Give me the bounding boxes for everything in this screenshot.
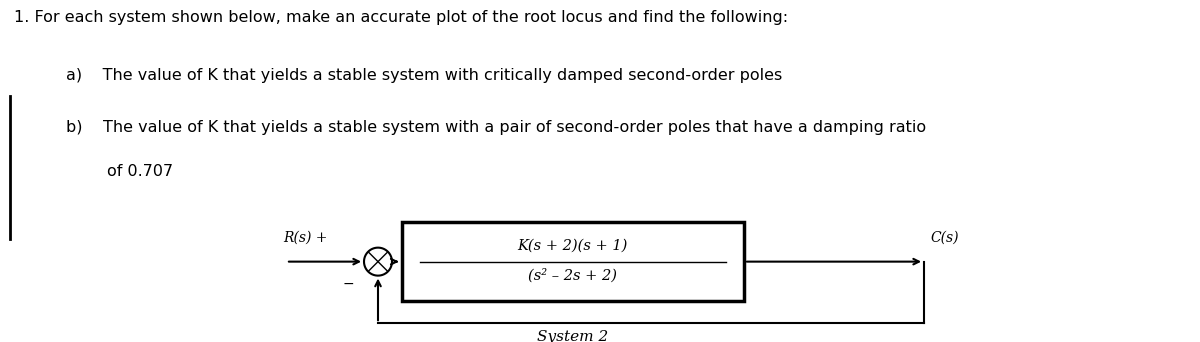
Text: b)    The value of K that yields a stable system with a pair of second-order pol: b) The value of K that yields a stable s… (66, 120, 926, 135)
Text: 1. For each system shown below, make an accurate plot of the root locus and find: 1. For each system shown below, make an … (14, 10, 788, 25)
Text: of 0.707: of 0.707 (66, 164, 173, 179)
Text: R(s) +: R(s) + (283, 230, 328, 244)
Text: −: − (343, 277, 354, 291)
Text: (s² – 2s + 2): (s² – 2s + 2) (528, 268, 617, 283)
Text: C(s): C(s) (930, 230, 959, 244)
Text: a)    The value of K that yields a stable system with critically damped second-o: a) The value of K that yields a stable s… (66, 68, 782, 83)
Bar (402, 222, 744, 301)
Text: System 2: System 2 (538, 330, 608, 342)
Text: K(s + 2)(s + 1): K(s + 2)(s + 1) (517, 239, 628, 253)
